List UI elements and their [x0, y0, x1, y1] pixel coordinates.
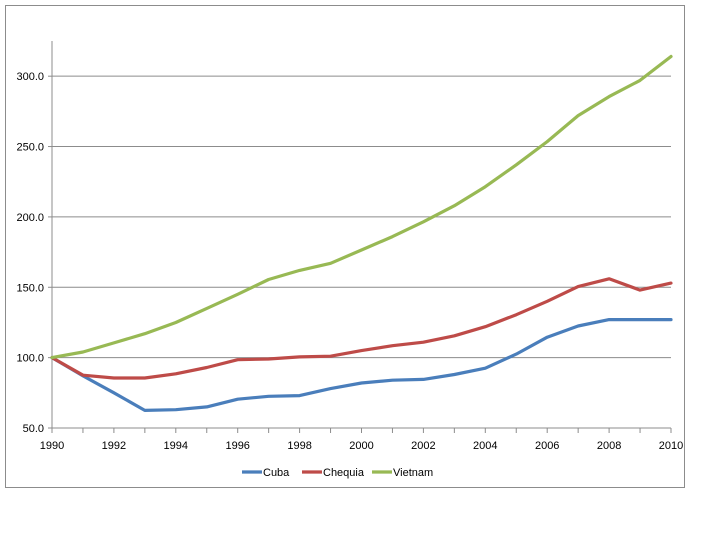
x-tick-label: 2008	[597, 440, 621, 452]
x-tick-label: 2004	[473, 440, 497, 452]
x-tick-label: 2006	[535, 440, 559, 452]
chart-frame	[5, 5, 685, 488]
series-line-chequia	[50, 277, 673, 380]
series-line-vietnam	[50, 54, 673, 360]
y-tick-label: 100.0	[16, 353, 44, 365]
x-tick-label: 2010	[659, 440, 683, 452]
y-tick-label: 150.0	[16, 282, 44, 294]
x-tick-label: 1998	[287, 440, 311, 452]
series-line-cuba	[50, 318, 673, 412]
x-tick-label: 1992	[102, 440, 126, 452]
x-tick-label: 1994	[164, 440, 188, 452]
x-tick-label: 1996	[225, 440, 249, 452]
x-tick-label: 2002	[411, 440, 435, 452]
y-tick-label: 250.0	[16, 142, 44, 154]
legend-label-cuba: Cuba	[263, 467, 290, 479]
y-tick-label: 200.0	[16, 212, 44, 224]
legend-label-chequia: Chequia	[323, 467, 365, 479]
x-tick-label: 2000	[349, 440, 373, 452]
x-tick-label: 1990	[40, 440, 64, 452]
y-tick-label: 50.0	[23, 423, 44, 435]
y-tick-label: 300.0	[16, 71, 44, 83]
legend-label-vietnam: Vietnam	[393, 467, 433, 479]
